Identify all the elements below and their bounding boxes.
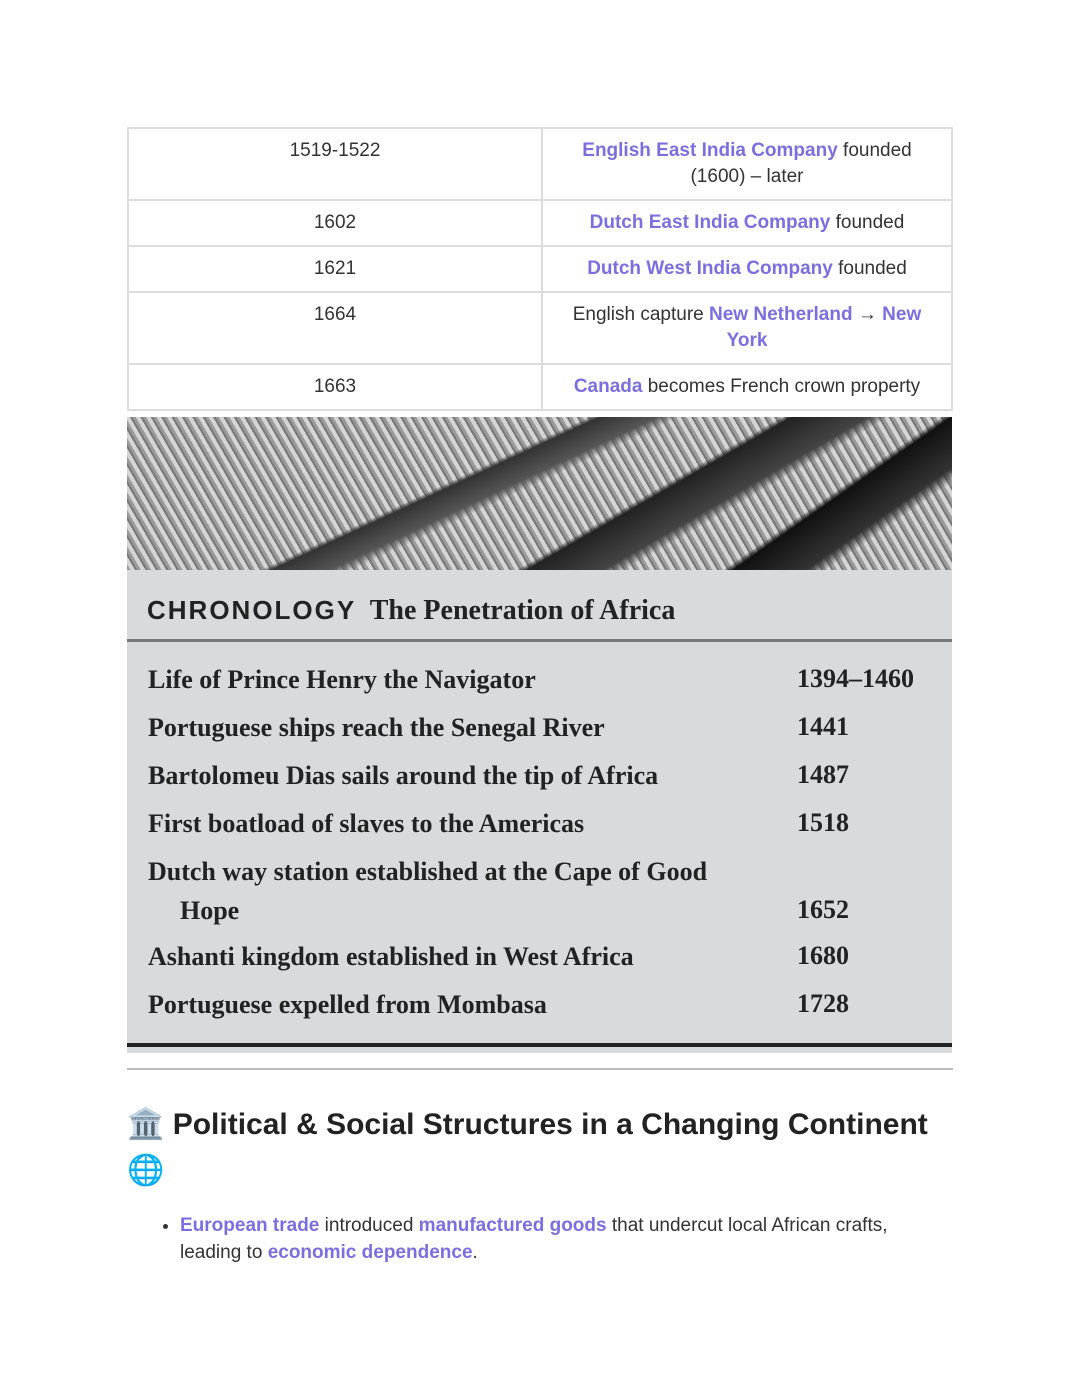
chronology-event: Dutch way station established at the Cap… [148,857,708,925]
text: founded [832,258,907,279]
highlighted-term: New York [726,304,922,351]
list-item: European trade introduced manufactured g… [180,1212,920,1266]
chronology-image: CHRONOLOGY The Penetration of Africa Lif… [127,417,952,1053]
section: 🏛️ Political & Social Structures in a Ch… [127,1102,962,1266]
text: English capture [572,304,709,325]
highlighted-term: Dutch East India Company [589,212,831,233]
chronology-year: 1652 [797,895,849,924]
section-heading: 🏛️ Political & Social Structures in a Ch… [127,1108,928,1187]
event-cell: English East India Company founded (1600… [541,127,953,201]
table-row: 1664 English capture New Netherland → New… [127,291,953,365]
table-row: 1663 Canada becomes French crown property [127,363,953,411]
table-row: 1602 Dutch East India Company founded [127,199,953,247]
chronology-year: 1487 [797,760,849,789]
divider [127,639,952,642]
classical-building-icon: 🏛️ [127,1108,165,1141]
chronology-event: Ashanti kingdom established in West Afri… [148,942,634,971]
text: founded [830,212,905,233]
table-row: 1519-1522 English East India Company foun… [127,127,953,201]
event-cell: English capture New Netherland → New Yor… [541,291,953,365]
text: founded (1600) – later [690,140,912,187]
event-cell: Dutch West India Company founded [541,245,953,293]
date-cell: 1602 [127,199,543,247]
highlighted-term: Canada [573,376,643,397]
chronology-event: Bartolomeu Dias sails around the tip of … [148,761,659,790]
table-row: 1621 Dutch West India Company founded [127,245,953,293]
date-cell: 1621 [127,245,543,293]
highlighted-term: New Netherland [709,304,853,325]
date-cell: 1664 [127,291,543,365]
globe-icon: 🌐 [127,1154,165,1187]
event-cell: Canada becomes French crown property [541,363,953,411]
text: → [852,304,883,325]
text: becomes French crown property [642,376,921,397]
text: that undercut local African crafts, lead… [180,1215,888,1263]
event-cell: Dutch East India Company founded [541,199,953,247]
highlighted-term: manufactured goods [418,1215,607,1236]
timeline-table: 1519-1522 English East India Company foun… [127,127,953,411]
chronology-year: 1394–1460 [797,664,914,693]
chronology-year: 1518 [797,808,849,837]
chronology-year: 1441 [797,712,849,741]
chronology-title: CHRONOLOGY The Penetration of Africa [147,595,676,626]
mountain-photo [127,417,952,570]
chronology-event: Portuguese ships reach the Senegal River [148,713,605,742]
chronology-year: 1728 [797,989,849,1018]
chronology-event: First boatload of slaves to the Americas [148,809,585,838]
bullet-list: European trade introduced manufactured g… [180,1212,920,1266]
highlighted-term: Dutch West India Company [587,258,833,279]
chronology-year: 1680 [797,941,849,970]
date-cell: 1663 [127,363,543,411]
text: introduced [319,1215,419,1236]
text: . [472,1242,478,1263]
highlighted-term: economic dependence [267,1242,473,1263]
highlighted-term: European trade [180,1215,320,1236]
highlighted-term: English East India Company [582,140,838,161]
chronology-event: Life of Prince Henry the Navigator [148,665,536,694]
divider [127,1068,953,1070]
date-cell: 1519-1522 [127,127,543,201]
divider [127,1043,952,1047]
chronology-event: Portuguese expelled from Mombasa [148,990,547,1019]
